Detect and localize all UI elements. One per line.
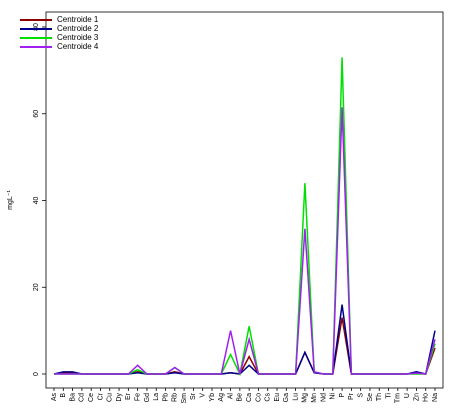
x-tick-label: Gd [144,393,151,402]
x-tick-label: Cr [97,392,104,400]
x-tick-label: La [153,393,160,401]
x-tick-label: Be [237,393,244,402]
series-line [54,57,436,377]
x-tick-label: Nd [320,393,327,402]
legend-label: Centroide 2 [57,24,99,33]
legend-label: Centroide 1 [57,15,99,24]
x-tick-label: Na [432,393,439,402]
x-tick-label: Ba [69,393,76,402]
x-tick-label: Ti [385,393,392,399]
x-tick-label: Cs [265,393,272,402]
y-tick-label: 60 [33,110,40,118]
x-tick-label: Tm [395,393,402,403]
x-tick-label: Ni [330,393,337,400]
x-tick-label: As [51,393,58,402]
x-tick-label: Al [227,393,234,400]
x-tick-label: Ca [246,393,253,402]
x-tick-label: P [339,393,346,398]
x-tick-label: Pb [162,393,169,402]
legend-label: Centroide 3 [57,33,99,42]
legend-label: Centroide 4 [57,42,99,51]
x-tick-label: V [200,393,207,398]
x-tick-label: Rb [172,393,179,402]
x-tick-label: Fe [134,393,141,401]
series-line [53,317,436,375]
x-tick-label: B [60,393,67,398]
x-tick-label: Cd [79,393,86,402]
x-tick-label: Mn [311,393,318,403]
x-tick-label: S [358,393,365,398]
y-axis-label: mgL⁻¹ [7,190,14,210]
x-tick-label: Pr [348,392,355,400]
x-tick-label: Co [255,393,262,402]
x-tick-label: U [404,393,411,398]
x-tick-label: Mg [302,393,309,403]
series-line [54,107,436,375]
y-tick-label: 80 [33,23,40,31]
x-tick-label: Eu [274,393,281,402]
y-tick-label: 20 [33,283,40,291]
x-tick-label: Lu [292,393,299,401]
series-line [53,304,436,375]
x-tick-label: Cu [107,393,114,402]
y-tick-label: 40 [33,197,40,205]
x-tick-label: Se [367,393,374,402]
x-tick-label: Ho [423,393,430,402]
x-tick-label: Ga [283,393,290,402]
x-tick-label: Er [125,392,132,400]
x-tick-label: Dy [116,393,123,402]
x-tick-label: Ag [218,393,225,402]
x-tick-label: Sr [190,392,197,400]
x-tick-label: Sm [181,393,188,404]
x-tick-label: Yb [209,393,216,402]
plot-frame [45,11,444,389]
x-tick-label: Zn [413,393,420,401]
x-tick-label: Ce [88,393,95,402]
x-tick-label: Th [376,393,383,401]
y-tick-label: 0 [33,372,40,376]
